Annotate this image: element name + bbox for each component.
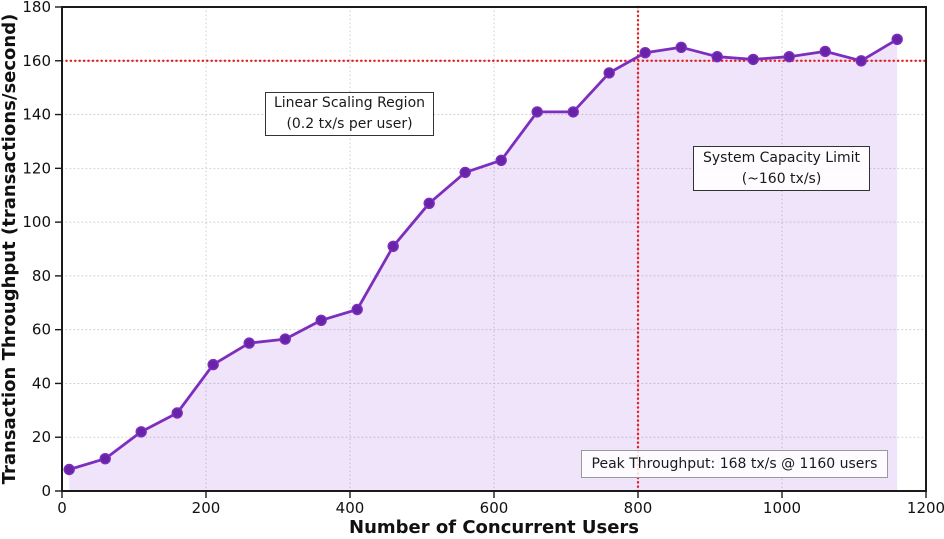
- annotation-system-capacity-limit: System Capacity Limit (~160 tx/s): [693, 146, 870, 191]
- data-point-marker: [351, 303, 363, 316]
- y-tick-label: 40: [32, 374, 51, 392]
- data-point-marker: [855, 55, 867, 67]
- x-tick-label: 200: [192, 499, 221, 517]
- annotation-peak-throughput: Peak Throughput: 168 tx/s @ 1160 users: [581, 450, 888, 478]
- annotation-text-line: (~160 tx/s): [741, 170, 822, 187]
- data-point-marker: [99, 453, 111, 465]
- data-point-marker: [423, 197, 435, 210]
- data-point-marker: [459, 166, 471, 179]
- annotation-text-line: (0.2 tx/s per user): [286, 116, 413, 132]
- y-tick-label: 100: [22, 213, 51, 231]
- x-tick-label: 0: [57, 499, 67, 517]
- x-tick-label: 1200: [907, 499, 944, 517]
- plot-frame: [61, 6, 927, 492]
- data-point-marker: [315, 314, 327, 326]
- x-tick-label: 1000: [763, 499, 801, 517]
- data-point-marker: [783, 51, 795, 63]
- data-point-marker: [207, 358, 219, 371]
- y-tick-label: 80: [32, 267, 51, 285]
- annotation-linear-scaling-region: Linear Scaling Region (0.2 tx/s per user…: [265, 92, 434, 136]
- plot-area: 0 200 400 600 800 1000 1200 0 20 40 60 80 100 120 140 1…: [22, 0, 944, 517]
- data-point-marker: [63, 463, 75, 476]
- data-point-marker: [675, 41, 687, 53]
- data-point-marker: [387, 240, 399, 253]
- y-axis-title: Transaction Throughput (transactions/sec…: [0, 14, 20, 485]
- annotation-text-line: Linear Scaling Region: [273, 95, 426, 111]
- series-area-fill: [69, 39, 898, 492]
- y-tick-label: 60: [32, 321, 51, 339]
- x-tick-label: 400: [336, 499, 365, 517]
- data-point-marker: [135, 426, 147, 438]
- data-point-marker: [639, 47, 651, 59]
- y-tick-label: 0: [41, 482, 51, 500]
- x-tick-label: 800: [624, 499, 653, 517]
- data-point-marker: [711, 51, 723, 63]
- y-tick-label: 140: [22, 106, 51, 124]
- throughput-series-line: [67, 37, 899, 471]
- data-point-marker: [891, 33, 903, 45]
- y-tick-label: 20: [32, 428, 51, 446]
- data-point-marker: [243, 337, 255, 349]
- data-point-marker: [531, 106, 543, 118]
- data-point-marker: [603, 67, 615, 79]
- y-tick-label: 120: [22, 159, 51, 177]
- annotation-text-line: Peak Throughput: 168 tx/s @ 1160 users: [591, 455, 878, 472]
- data-point-marker: [495, 154, 507, 167]
- data-point-marker: [747, 53, 759, 66]
- y-tick-label: 180: [22, 0, 51, 16]
- annotation-text-line: System Capacity Limit: [703, 149, 860, 166]
- data-point-marker: [567, 106, 579, 118]
- data-point-marker: [279, 333, 291, 345]
- data-point-marker: [171, 407, 183, 419]
- data-point-marker: [819, 45, 831, 58]
- x-axis-title: Number of Concurrent Users: [349, 517, 639, 538]
- x-tick-label: 600: [480, 499, 509, 517]
- y-tick-label: 160: [22, 52, 51, 70]
